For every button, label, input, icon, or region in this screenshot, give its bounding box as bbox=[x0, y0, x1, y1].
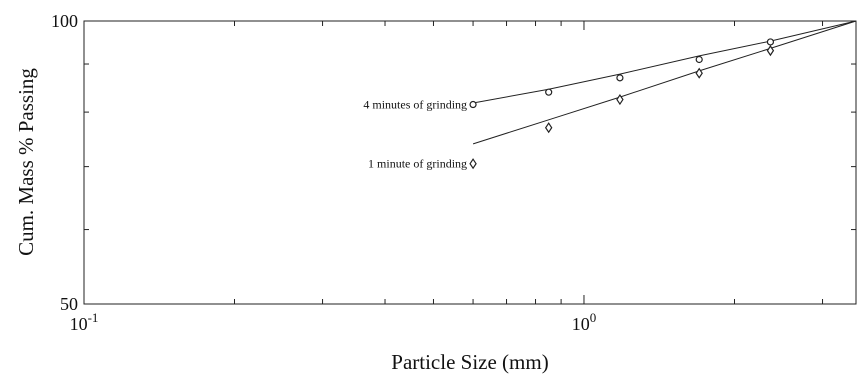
series-4min-fit-line bbox=[473, 20, 857, 104]
series-annotations: 4 minutes of grinding 1 minute of grindin… bbox=[363, 98, 467, 171]
series-1min-point bbox=[544, 122, 553, 134]
series-1min-fit-line bbox=[472, 20, 857, 145]
x-tick-label: 100 bbox=[572, 310, 597, 334]
y-tick-label: 100 bbox=[51, 11, 78, 31]
plot-frame bbox=[83, 20, 857, 305]
series-4min-label: 4 minutes of grinding bbox=[363, 98, 467, 112]
x-tick-label: 10-1 bbox=[70, 310, 99, 334]
fit-lines bbox=[472, 20, 857, 145]
series-4min-point bbox=[766, 38, 775, 46]
series-1min-label: 1 minute of grinding bbox=[368, 157, 467, 171]
y-tick-label: 50 bbox=[60, 294, 78, 314]
series-1min-point bbox=[469, 158, 477, 170]
series-4min-point bbox=[469, 100, 477, 109]
series-1min-point bbox=[616, 93, 624, 106]
series-4min-point bbox=[695, 55, 703, 64]
tick-labels: 50 100 10-1 100 bbox=[51, 11, 596, 334]
axes bbox=[83, 20, 857, 305]
y-axis-title: Cum. Mass % Passing bbox=[14, 68, 38, 256]
series-1min-point bbox=[766, 45, 775, 57]
series-4min-point bbox=[545, 88, 553, 96]
ticks bbox=[83, 20, 856, 305]
data-markers bbox=[469, 38, 775, 170]
x-axis-title: Particle Size (mm) bbox=[391, 350, 548, 374]
series-4min-point bbox=[616, 74, 624, 82]
series-1min-point bbox=[695, 67, 703, 79]
